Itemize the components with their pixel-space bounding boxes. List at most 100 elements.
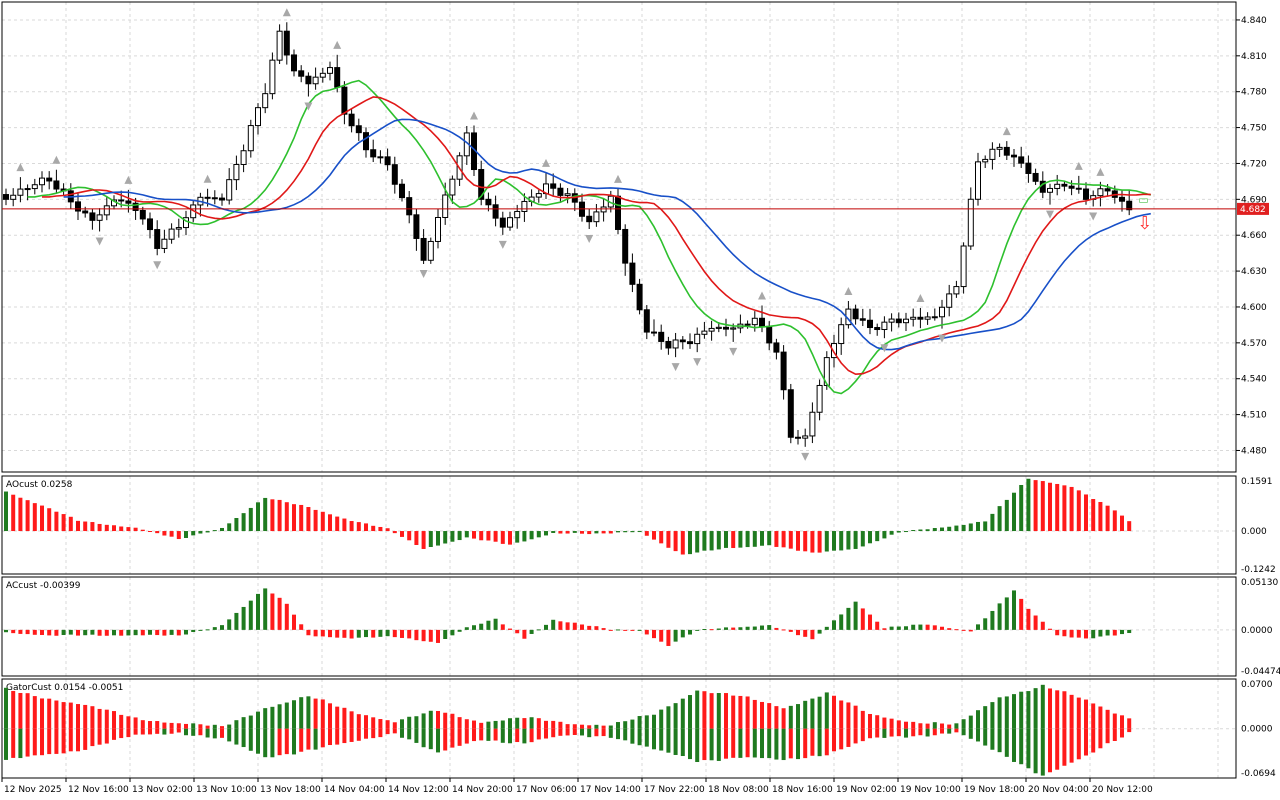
gator-lower-bar	[976, 728, 980, 742]
candle-body	[795, 436, 801, 439]
candle-body	[751, 317, 758, 326]
gator-panel[interactable]: GatorCust 0.0154 -0.0051	[4, 683, 1132, 776]
ac-panel[interactable]: ACcust -0.00399	[4, 581, 1132, 646]
candle-body	[147, 218, 153, 231]
candle-body	[139, 209, 146, 220]
candle-body	[305, 75, 312, 85]
gator-upper-bar	[227, 724, 232, 729]
fractal-up-marker	[1096, 167, 1105, 176]
gator-upper-bar	[450, 713, 455, 729]
candle-body	[1083, 188, 1089, 200]
oscillator-bar	[428, 531, 433, 547]
oscillator-tick-label: -0.1242	[1241, 565, 1276, 575]
oscillator-bar	[947, 628, 952, 630]
oscillator-bar	[832, 620, 836, 630]
fractal-up-marker	[52, 155, 61, 164]
oscillator-bar	[709, 629, 714, 631]
candle-body	[1011, 154, 1017, 158]
current-price-layer: 4.682 ⇩ ▭	[2, 193, 1269, 234]
gator-lower-bar	[680, 728, 685, 757]
gator-upper-bar	[608, 725, 613, 729]
ao-panel[interactable]: AOcust 0.0258	[4, 478, 1132, 555]
gator-lower-bar	[212, 728, 217, 739]
oscillator-bar	[335, 629, 340, 638]
oscillator-bar	[500, 531, 505, 544]
oscillator-bar	[54, 629, 59, 636]
oscillator-bar	[1091, 499, 1096, 532]
candle-body	[3, 194, 9, 200]
gator-lower-bar	[320, 728, 325, 748]
fractal-down-marker	[938, 334, 946, 343]
gator-lower-bar	[306, 728, 311, 750]
oscillator-bar	[760, 531, 764, 546]
gator-upper-bar	[1091, 703, 1096, 729]
gator-lower-bar	[385, 728, 390, 735]
candle-body	[485, 198, 492, 206]
gator-lower-bar	[565, 728, 570, 736]
oscillator-bar	[565, 531, 570, 534]
candle-body	[449, 178, 456, 196]
oscillator-bar	[169, 531, 174, 537]
fractal-up-marker	[844, 287, 853, 296]
oscillator-bar	[860, 531, 865, 547]
price-panel[interactable]	[3, 22, 1133, 447]
oscillator-bar	[457, 629, 462, 632]
oscillator-bar	[1098, 629, 1103, 637]
gator-upper-bar	[378, 719, 383, 729]
oscillator-bar	[623, 629, 628, 631]
gator-upper-bar	[781, 708, 786, 729]
gator-lower-bar	[464, 728, 469, 744]
oscillator-bar	[868, 531, 872, 544]
gator-lower-bar	[652, 728, 656, 750]
gator-upper-bar	[990, 702, 995, 729]
oscillator-bar	[810, 531, 815, 553]
oscillator-bar	[572, 622, 577, 630]
oscillator-bar	[428, 629, 433, 642]
oscillator-bar	[659, 531, 664, 544]
oscillator-bar	[587, 625, 592, 630]
oscillator-bar	[25, 500, 30, 532]
oscillator-bar	[968, 523, 973, 532]
gator-upper-bar	[1055, 690, 1060, 729]
gator-lower-bar	[421, 728, 426, 748]
oscillator-bar	[277, 597, 282, 630]
main-frame	[1, 1, 1237, 473]
candle-body	[622, 228, 629, 264]
gator-lower-bar	[896, 728, 901, 737]
gator-lower-bar	[428, 728, 433, 750]
gator-upper-bar	[680, 698, 685, 729]
candle-body	[82, 210, 89, 214]
fractal-down-marker	[801, 452, 810, 461]
gator-lower-bar	[68, 728, 73, 752]
gator-upper-bar	[817, 696, 822, 729]
oscillator-bar	[4, 491, 8, 532]
gator-upper-bar	[11, 690, 16, 729]
gator-upper-bar	[479, 722, 484, 729]
oscillator-bar	[680, 629, 685, 638]
oscillator-bar	[32, 629, 37, 635]
gator-lower-bar	[299, 728, 304, 752]
oscillator-bar	[263, 497, 268, 532]
oscillator-bar	[220, 527, 224, 532]
gator-lower-bar	[1040, 728, 1045, 776]
oscillator-bar	[1026, 478, 1031, 532]
gator-upper-bar	[220, 726, 224, 729]
gator-upper-bar	[32, 696, 37, 729]
gator-upper-bar	[803, 700, 808, 729]
oscillator-bar	[90, 629, 95, 635]
candle-body	[226, 179, 233, 201]
oscillator-bar	[882, 531, 887, 539]
gator-lower-bar	[724, 728, 728, 759]
gator-upper-bar	[947, 724, 952, 729]
oscillator-bar	[162, 629, 167, 636]
oscillator-bar	[666, 629, 671, 646]
oscillator-bar	[400, 629, 404, 638]
fractal-down-marker	[153, 261, 162, 270]
oscillator-bar	[198, 531, 203, 534]
price-tick-label: 4.540	[1241, 375, 1267, 385]
oscillator-bar	[997, 603, 1002, 630]
candle-body	[291, 54, 297, 72]
candle-body	[247, 125, 254, 152]
candle-body	[118, 199, 125, 202]
gator-lower-bar	[1062, 728, 1067, 766]
